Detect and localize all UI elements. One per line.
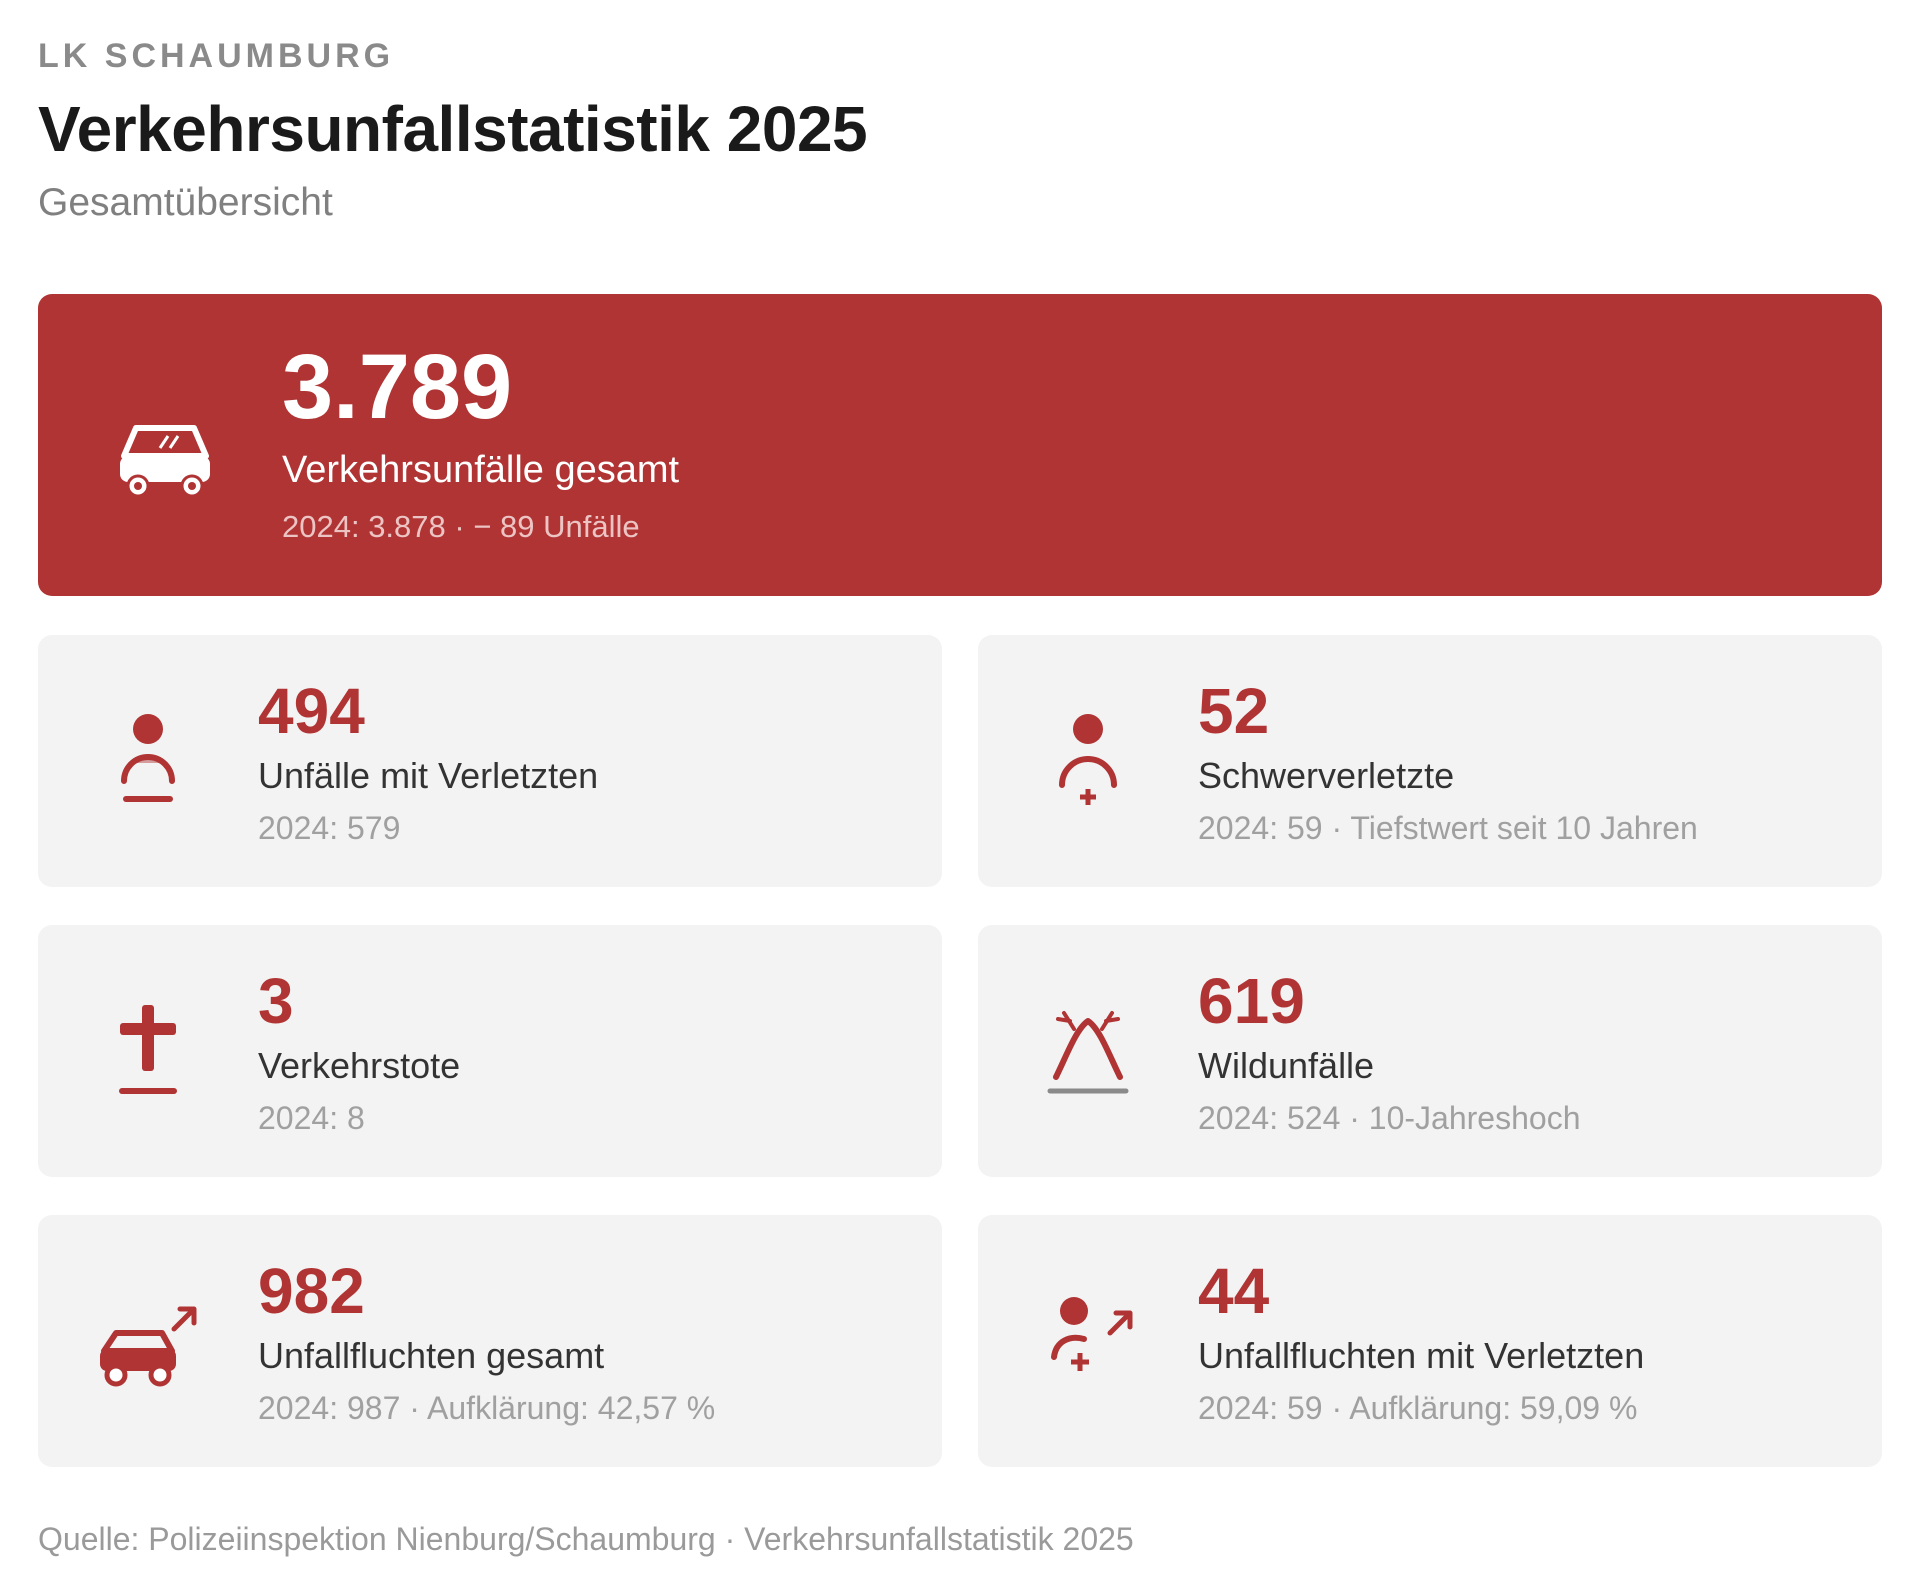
person-fleeing-icon xyxy=(1051,1297,1133,1371)
card-comparison: 2024: 579 xyxy=(258,810,401,846)
card-label: Wildunfälle xyxy=(1198,1045,1375,1086)
seriously-injured-icon xyxy=(1059,714,1117,805)
card-label: Verkehrstote xyxy=(258,1045,461,1086)
hit-and-run-injured-card: 44 Unfallfluchten mit Verletzten 2024: 5… xyxy=(978,1215,1882,1467)
source-note: Quelle: Polizeiinspektion Nienburg/Schau… xyxy=(38,1521,1134,1557)
card-comparison: 2024: 59 · Tiefstwert seit 10 Jahren xyxy=(1198,810,1698,846)
card-value: 619 xyxy=(1198,965,1305,1037)
card-value: 3 xyxy=(258,965,294,1037)
card-value: 44 xyxy=(1198,1255,1270,1327)
card-comparison: 2024: 59 · Aufklärung: 59,09 % xyxy=(1198,1390,1638,1426)
infographic: LK SCHAUMBURG Verkehrsunfallstatistik 20… xyxy=(38,36,1882,1557)
card-comparison: 2024: 987 · Aufklärung: 42,57 % xyxy=(258,1390,716,1426)
deer-antlers-icon xyxy=(1047,1011,1129,1094)
region-label: LK SCHAUMBURG xyxy=(38,37,395,75)
car-fleeing-icon xyxy=(100,1306,197,1387)
card-label: Unfallfluchten gesamt xyxy=(258,1335,605,1376)
hit-and-run-card: 982 Unfallfluchten gesamt 2024: 987 · Au… xyxy=(38,1215,942,1467)
page-subtitle: Gesamtübersicht xyxy=(38,181,333,224)
traffic-deaths-card: 3 Verkehrstote 2024: 8 xyxy=(38,925,942,1177)
car-icon xyxy=(120,425,210,498)
wildlife-accidents-card: 619 Wildunfälle 2024: 524 · 10-Jahreshoc… xyxy=(978,925,1882,1177)
card-label: Schwerverletzte xyxy=(1198,755,1455,796)
card-label: Unfälle mit Verletzten xyxy=(258,755,599,796)
page-title: Verkehrsunfallstatistik 2025 xyxy=(38,93,868,165)
card-comparison: 2024: 524 · 10-Jahreshoch xyxy=(1198,1100,1581,1136)
total-accidents-value: 3.789 xyxy=(282,336,513,438)
card-value: 494 xyxy=(258,675,365,747)
cross-icon xyxy=(119,1005,177,1094)
seriously-injured-card: 52 Schwerverletzte 2024: 59 · Tiefstwert… xyxy=(978,635,1882,887)
total-accidents-comparison: 2024: 3.878 · − 89 Unfälle xyxy=(282,509,640,544)
injury-accidents-card: 494 Unfälle mit Verletzten 2024: 579 xyxy=(38,635,942,887)
card-value: 52 xyxy=(1198,675,1270,747)
card-value: 982 xyxy=(258,1255,365,1327)
total-accidents-card: 3.789 Verkehrsunfälle gesamt 2024: 3.878… xyxy=(38,294,1882,596)
card-comparison: 2024: 8 xyxy=(258,1100,365,1136)
card-label: Unfallfluchten mit Verletzten xyxy=(1198,1335,1645,1376)
total-accidents-label: Verkehrsunfälle gesamt xyxy=(282,449,680,491)
injured-person-icon xyxy=(121,714,175,802)
